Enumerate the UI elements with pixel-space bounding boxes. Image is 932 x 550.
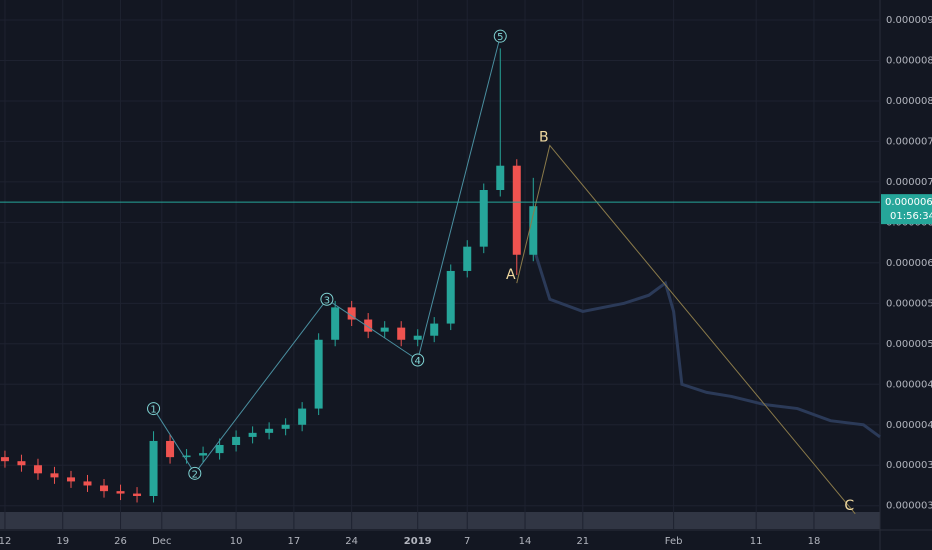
indicator-pane: [0, 512, 880, 529]
x-tick-label: Dec: [152, 536, 171, 547]
x-tick-label: 10: [230, 536, 243, 547]
candle-body: [347, 307, 356, 320]
projection-line: [531, 246, 881, 439]
x-tick-label: 19: [56, 536, 69, 547]
candle-body: [380, 327, 389, 332]
x-tick-label: 18: [808, 536, 821, 547]
candle-body: [149, 440, 158, 496]
y-tick-label: 0.00000850: [886, 55, 932, 66]
y-tick-label: 0.00000700: [886, 177, 932, 188]
candle-body: [166, 440, 175, 458]
x-tick-label: 21: [576, 536, 589, 547]
wave-label: A: [506, 267, 516, 283]
candle-body: [232, 436, 241, 445]
candle-body: [446, 270, 455, 324]
candle-body: [215, 444, 224, 454]
y-tick-label: 0.00000600: [886, 258, 932, 269]
candle-body: [265, 428, 274, 433]
candle-body: [199, 453, 208, 456]
y-tick-label: 0.00000800: [886, 96, 932, 107]
wave-label: 5: [497, 32, 503, 43]
candle-body: [17, 461, 26, 466]
x-tick-label: 14: [519, 536, 532, 547]
correction-path: [516, 144, 856, 515]
candle-body: [100, 485, 109, 492]
wave-marker: [320, 292, 334, 306]
x-tick-label: 17: [288, 536, 301, 547]
x-tick-label: Feb: [665, 536, 683, 547]
y-tick-label: 0.00000450: [886, 379, 932, 390]
wave-marker: [411, 353, 425, 367]
candle-body: [479, 189, 488, 247]
candle-body: [413, 335, 422, 340]
candle-body: [182, 455, 191, 458]
y-tick-label: 0.00000500: [886, 339, 932, 350]
x-tick-label: 2019: [404, 536, 432, 547]
candle-body: [133, 493, 142, 496]
wave-label: C: [844, 498, 854, 514]
wave-label: B: [539, 129, 549, 145]
y-tick-label: 0.00000750: [886, 136, 932, 147]
candle-body: [512, 165, 521, 255]
candle-body: [364, 319, 373, 332]
candle-body: [116, 491, 125, 494]
x-tick-label: 12: [0, 536, 11, 547]
candle-body: [0, 457, 9, 462]
y-tick-label: 0.00000400: [886, 420, 932, 431]
x-tick-label: 24: [345, 536, 358, 547]
price-badge: [881, 194, 932, 225]
y-tick-label: 0.00000350: [886, 460, 932, 471]
price-label: 0.00000675: [885, 197, 932, 208]
candle-body: [298, 408, 307, 425]
candle-body: [314, 339, 323, 409]
wave-label: 2: [192, 469, 198, 480]
candle-body: [66, 477, 75, 482]
candle-body: [430, 323, 439, 336]
x-tick-label: 26: [114, 536, 127, 547]
y-tick-label: 0.00000300: [886, 501, 932, 512]
countdown-label: 01:56:34: [890, 211, 932, 222]
y-tick-label: 0.00000550: [886, 298, 932, 309]
candle-body: [83, 481, 92, 486]
wave-marker: [147, 402, 161, 416]
candle-body: [281, 424, 290, 429]
candle-body: [529, 206, 538, 255]
candle-body: [248, 432, 257, 437]
wave-marker: [493, 29, 507, 43]
candle-body: [463, 246, 472, 271]
wave-label: 3: [324, 295, 330, 306]
candle-body: [496, 165, 505, 190]
x-tick-label: 11: [750, 536, 763, 547]
wave-marker: [188, 466, 202, 480]
x-tick-label: 7: [464, 536, 470, 547]
candle-body: [331, 307, 340, 340]
y-tick-label: 0.00000900: [886, 15, 932, 26]
candle-body: [50, 473, 59, 478]
candle-body: [33, 465, 42, 474]
wave-label: 1: [150, 405, 156, 416]
candle-body: [397, 327, 406, 340]
wave-label: 4: [415, 356, 421, 367]
